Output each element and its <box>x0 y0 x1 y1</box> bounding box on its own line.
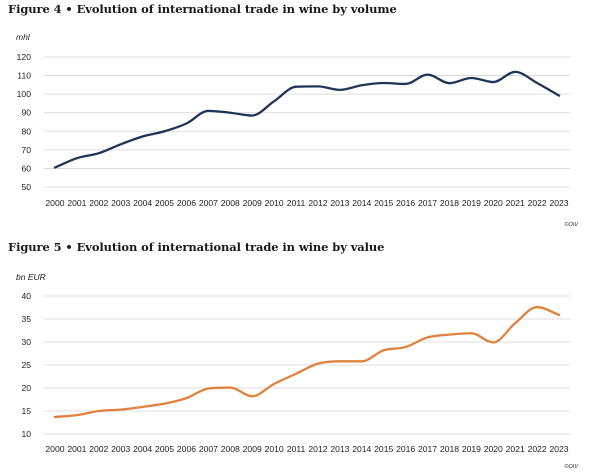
figure-5-title: Figure 5 • Evolution of international tr… <box>8 240 385 254</box>
value-data-point <box>383 349 385 351</box>
value-y-tick-label: 25 <box>21 360 31 370</box>
value-data-point <box>207 387 209 389</box>
volume-y-tick-label: 100 <box>17 89 32 99</box>
volume-x-tick-label: 2017 <box>418 198 437 208</box>
value-data-point <box>229 386 231 388</box>
volume-source-credit: ©OIV <box>564 221 579 228</box>
value-data-point <box>98 410 100 412</box>
volume-x-tick-label: 2000 <box>45 198 64 208</box>
value-x-tick-label: 2019 <box>462 444 481 454</box>
volume-x-tick-label: 2006 <box>177 198 196 208</box>
value-data-point <box>536 306 538 308</box>
value-x-tick-label: 2007 <box>199 444 218 454</box>
volume-x-tick-label: 2008 <box>221 198 240 208</box>
value-x-tick-label: 2010 <box>265 444 284 454</box>
volume-y-tick-label: 80 <box>21 126 31 136</box>
volume-x-tick-label: 2007 <box>199 198 218 208</box>
volume-x-tick-label: 2015 <box>374 198 393 208</box>
figure-4-title: Figure 4 • Evolution of international tr… <box>8 2 397 16</box>
value-y-tick-label: 40 <box>21 291 31 301</box>
value-x-tick-label: 2005 <box>155 444 174 454</box>
value-x-tick-label: 2015 <box>374 444 393 454</box>
volume-x-tick-label: 2010 <box>265 198 284 208</box>
volume-x-tick-label: 2018 <box>440 198 459 208</box>
volume-x-tick-label: 2019 <box>462 198 481 208</box>
volume-x-tick-label: 2020 <box>484 198 503 208</box>
volume-x-tick-label: 2003 <box>111 198 130 208</box>
value-x-tick-label: 2011 <box>287 444 306 454</box>
value-unit-label: bn EUR <box>16 272 46 282</box>
volume-x-tick-label: 2011 <box>287 198 306 208</box>
volume-y-tick-label: 120 <box>17 52 32 62</box>
volume-y-tick-label: 90 <box>21 108 31 118</box>
value-series-line <box>53 305 561 419</box>
value-data-point <box>339 360 341 362</box>
value-data-point <box>470 332 472 334</box>
value-x-tick-label: 2001 <box>67 444 86 454</box>
value-data-point <box>295 373 297 375</box>
volume-x-tick-label: 2009 <box>243 198 262 208</box>
volume-series-line <box>53 70 561 169</box>
volume-x-tick-label: 2014 <box>352 198 371 208</box>
value-x-tick-label: 2006 <box>177 444 196 454</box>
volume-x-tick-label: 2002 <box>89 198 108 208</box>
value-data-point <box>404 346 406 348</box>
volume-unit-label: mhl <box>16 32 31 42</box>
value-data-point <box>141 406 143 408</box>
volume-x-tick-label: 2022 <box>528 198 547 208</box>
volume-x-tick-label: 2021 <box>506 198 525 208</box>
volume-y-tick-label: 110 <box>17 71 31 81</box>
value-y-tick-label: 15 <box>21 406 31 416</box>
value-x-tick-label: 2014 <box>352 444 371 454</box>
value-data-point <box>492 341 494 343</box>
value-data-point <box>273 383 275 385</box>
volume-x-tick-label: 2023 <box>549 198 568 208</box>
value-x-tick-label: 2004 <box>133 444 152 454</box>
value-y-tick-label: 20 <box>21 383 31 393</box>
volume-x-tick-label: 2012 <box>308 198 327 208</box>
value-data-point <box>185 397 187 399</box>
volume-y-tick-label: 60 <box>21 163 31 173</box>
value-x-tick-label: 2002 <box>89 444 108 454</box>
value-y-tick-label: 35 <box>21 314 31 324</box>
value-data-point <box>317 362 319 364</box>
value-x-tick-label: 2013 <box>330 444 349 454</box>
value-x-tick-label: 2023 <box>549 444 568 454</box>
value-x-tick-label: 2018 <box>440 444 459 454</box>
value-data-point <box>426 336 428 338</box>
value-x-tick-label: 2000 <box>45 444 64 454</box>
volume-x-tick-label: 2016 <box>396 198 415 208</box>
value-source-credit: ©OIV <box>564 463 579 470</box>
value-x-tick-label: 2016 <box>396 444 415 454</box>
value-x-tick-label: 2020 <box>484 444 503 454</box>
volume-x-tick-label: 2013 <box>330 198 349 208</box>
volume-y-tick-label: 50 <box>21 182 31 192</box>
value-y-tick-label: 30 <box>21 337 31 347</box>
value-x-tick-label: 2022 <box>528 444 547 454</box>
value-x-tick-label: 2003 <box>111 444 130 454</box>
value-data-point <box>448 333 450 335</box>
value-data-point <box>120 408 122 410</box>
volume-x-tick-label: 2004 <box>133 198 152 208</box>
value-x-tick-label: 2008 <box>221 444 240 454</box>
value-y-tick-label: 10 <box>21 429 31 439</box>
value-data-point <box>514 322 516 324</box>
value-data-point <box>361 360 363 362</box>
value-data-point <box>251 395 253 397</box>
value-x-tick-label: 2017 <box>418 444 437 454</box>
value-data-point <box>76 414 78 416</box>
value-data-point <box>163 402 165 404</box>
volume-x-tick-label: 2005 <box>155 198 174 208</box>
value-data-point <box>558 314 560 316</box>
value-x-tick-label: 2021 <box>506 444 525 454</box>
value-x-tick-label: 2012 <box>308 444 327 454</box>
value-x-tick-label: 2009 <box>243 444 262 454</box>
volume-y-tick-label: 70 <box>21 145 31 155</box>
value-data-point <box>54 416 56 418</box>
volume-x-tick-label: 2001 <box>67 198 86 208</box>
